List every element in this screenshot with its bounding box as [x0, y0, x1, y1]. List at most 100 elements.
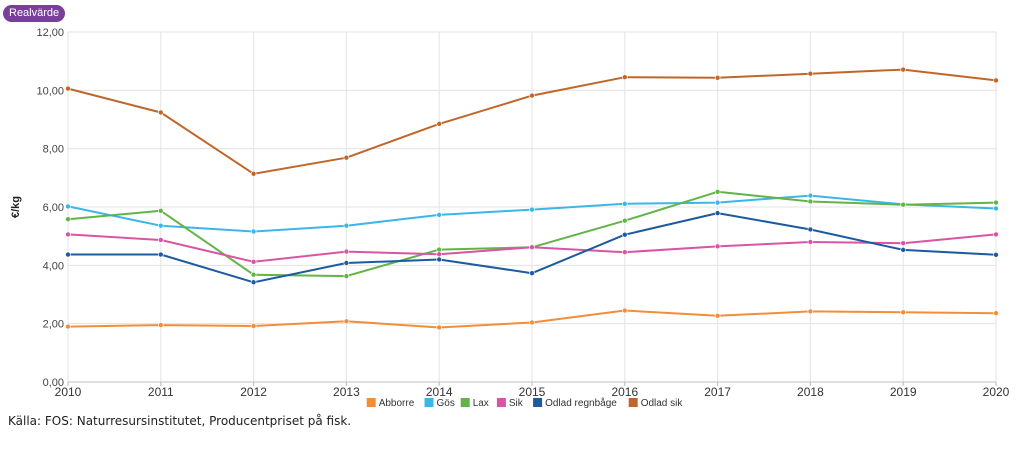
data-point[interactable]	[621, 307, 628, 314]
data-point[interactable]	[714, 243, 721, 250]
legend-swatch	[533, 398, 543, 407]
data-point[interactable]	[343, 273, 350, 279]
chart-legend: Abborre Gös Lax Sik Odlad regnbåge Odlad sik	[366, 397, 684, 409]
legend-item[interactable]: Abborre	[366, 398, 415, 409]
data-point[interactable]	[250, 279, 257, 286]
legend-label: Odlad sik	[641, 398, 684, 409]
legend-label: Odlad regnbåge	[545, 397, 617, 409]
x-tick-label: 2010	[55, 385, 82, 399]
data-point[interactable]	[993, 310, 999, 316]
series-sik[interactable]	[65, 231, 999, 265]
series-odlad-sik[interactable]	[65, 66, 999, 177]
legend-item[interactable]: Sik	[496, 398, 524, 409]
legend-label: Sik	[509, 398, 524, 409]
data-point[interactable]	[900, 247, 907, 253]
data-point[interactable]	[436, 251, 443, 258]
data-point[interactable]	[621, 231, 628, 238]
data-point[interactable]	[993, 205, 999, 212]
data-point[interactable]	[807, 192, 814, 199]
data-point[interactable]	[65, 216, 71, 223]
data-point[interactable]	[529, 244, 535, 251]
data-point[interactable]	[158, 207, 164, 214]
data-point[interactable]	[343, 248, 350, 255]
legend-item[interactable]: Lax	[460, 398, 489, 409]
data-point[interactable]	[65, 323, 71, 330]
series-odlad-regnbåge[interactable]	[65, 210, 999, 286]
data-point[interactable]	[714, 189, 721, 195]
data-point[interactable]	[343, 318, 350, 325]
data-point[interactable]	[714, 74, 721, 81]
legend-item[interactable]: Gös	[424, 398, 455, 409]
data-point[interactable]	[65, 203, 71, 210]
data-point[interactable]	[250, 170, 257, 177]
data-point[interactable]	[343, 154, 350, 161]
data-point[interactable]	[621, 217, 628, 224]
data-point[interactable]	[158, 322, 164, 328]
data-point[interactable]	[158, 251, 164, 258]
series-abborre[interactable]	[65, 307, 999, 331]
data-point[interactable]	[158, 222, 164, 229]
data-point[interactable]	[436, 246, 443, 253]
y-axis-ticks: 0,00 2,00 4,00 6,00 8,00 10,00 12,00	[36, 27, 64, 389]
legend-item[interactable]: Odlad regnbåge	[533, 397, 617, 409]
data-point[interactable]	[436, 121, 443, 127]
data-point[interactable]	[621, 249, 628, 256]
legend-swatch	[496, 398, 506, 407]
data-point[interactable]	[900, 240, 907, 246]
y-tick-label: 12,00	[36, 27, 64, 39]
data-point[interactable]	[250, 323, 257, 329]
data-point[interactable]	[807, 308, 814, 315]
data-point[interactable]	[65, 251, 71, 258]
x-tick-label: 2020	[983, 385, 1010, 399]
legend-label: Gös	[437, 398, 455, 409]
x-tick-label: 2011	[148, 385, 174, 399]
data-point[interactable]	[714, 199, 721, 206]
series-gös[interactable]	[65, 192, 999, 235]
data-point[interactable]	[436, 212, 443, 218]
data-point[interactable]	[714, 210, 721, 216]
data-point[interactable]	[993, 231, 999, 238]
data-point[interactable]	[250, 271, 257, 278]
y-tick-label: 6,00	[43, 202, 64, 214]
data-point[interactable]	[807, 198, 814, 205]
realvarde-badge[interactable]: Realvärde	[3, 5, 66, 22]
data-point[interactable]	[158, 237, 164, 243]
data-point[interactable]	[343, 222, 350, 229]
data-point[interactable]	[621, 200, 628, 207]
y-tick-label: 4,00	[43, 260, 64, 272]
data-point[interactable]	[900, 66, 907, 73]
data-point[interactable]	[250, 259, 257, 265]
y-axis-label: €/kg	[10, 196, 22, 218]
legend-swatch	[424, 398, 434, 407]
legend-label: Abborre	[379, 398, 415, 409]
data-point[interactable]	[621, 74, 628, 81]
y-tick-label: 10,00	[36, 85, 64, 97]
data-point[interactable]	[158, 109, 164, 116]
data-point[interactable]	[714, 312, 721, 319]
data-point[interactable]	[529, 92, 535, 99]
x-tick-label: 2017	[704, 385, 731, 399]
data-point[interactable]	[807, 239, 814, 245]
data-point[interactable]	[807, 226, 814, 233]
data-point[interactable]	[436, 256, 443, 263]
data-point[interactable]	[250, 228, 257, 235]
data-point[interactable]	[993, 77, 999, 84]
data-point[interactable]	[343, 260, 350, 266]
legend-item[interactable]: Odlad sik	[628, 398, 684, 409]
source-note: Källa: FOS: Naturresursinstitutet, Produ…	[8, 414, 352, 428]
data-point[interactable]	[900, 309, 907, 316]
data-point[interactable]	[807, 70, 814, 77]
data-point[interactable]	[65, 85, 71, 92]
x-tick-label: 2014	[426, 385, 453, 399]
data-point[interactable]	[65, 231, 71, 238]
data-point[interactable]	[993, 199, 999, 206]
chart-grid	[67, 31, 997, 383]
data-point[interactable]	[529, 206, 535, 213]
data-point[interactable]	[529, 270, 535, 277]
data-point[interactable]	[993, 252, 999, 258]
data-point[interactable]	[436, 324, 443, 331]
x-axis-ticks: 2010 2011 2012 2013 2014 2015 2016 2017 2018 2019…	[55, 381, 1010, 399]
data-point[interactable]	[900, 201, 907, 208]
x-tick-label: 2016	[611, 385, 638, 399]
data-point[interactable]	[529, 319, 535, 326]
